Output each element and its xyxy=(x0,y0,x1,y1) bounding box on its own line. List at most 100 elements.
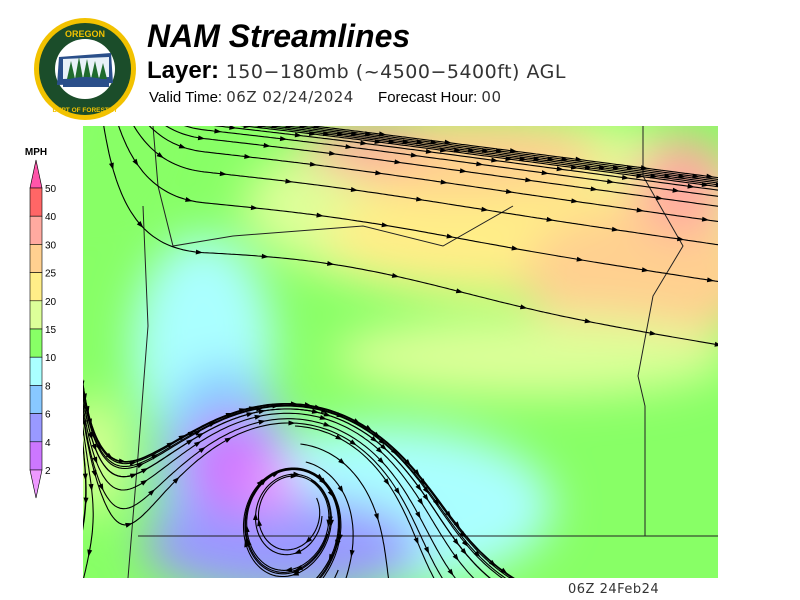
streamline-arrow xyxy=(187,430,195,437)
streamline-arrow xyxy=(178,143,187,149)
streamline-arrow xyxy=(373,513,379,521)
streamline-arrow xyxy=(244,540,250,548)
streamline-map xyxy=(83,126,718,578)
layer-value: 150−180mb (~4500−5400ft) AGL xyxy=(225,61,566,83)
streamline-arrow xyxy=(360,140,368,146)
valid-time-value: 06Z 02/24/2024 xyxy=(226,88,354,106)
streamline-arrow xyxy=(250,205,258,211)
streamline-arrow xyxy=(511,245,519,251)
streamline-arrow xyxy=(91,443,97,451)
colorbar-tick-label: 40 xyxy=(45,212,57,223)
streamline-arrow xyxy=(259,478,267,486)
streamline-arrow xyxy=(394,487,400,495)
streamline-arrow xyxy=(318,477,326,485)
streamline-arrow xyxy=(576,256,584,262)
streamline-arrow xyxy=(373,431,381,438)
streamline-arrow xyxy=(706,277,715,283)
streamline-arrow xyxy=(417,498,424,506)
streamline-arrow xyxy=(345,144,353,150)
streamline-arrow xyxy=(197,135,206,141)
streamline-arrow xyxy=(320,408,329,413)
streamline-arrow xyxy=(87,549,93,557)
colorbar-segment xyxy=(29,244,43,273)
streamline-arrow xyxy=(316,212,324,218)
streamline-arrow xyxy=(423,546,430,554)
streamline-arrow xyxy=(422,486,429,494)
forecast-hour-value: 00 xyxy=(481,88,502,106)
streamline-arrow xyxy=(611,226,619,232)
streamline xyxy=(305,461,354,578)
streamline-arrow xyxy=(701,216,710,222)
streamline-arrow xyxy=(271,126,279,129)
streamline-arrow xyxy=(261,253,269,259)
streamline-arrow xyxy=(337,485,344,493)
streamline-arrow xyxy=(140,467,149,474)
forecast-hour-label: Forecast Hour: xyxy=(378,89,478,106)
streamline xyxy=(133,126,718,246)
streamline-arrow xyxy=(195,249,203,255)
streamline-arrow xyxy=(118,458,126,464)
streamline-arrow xyxy=(413,469,420,477)
streamline-arrow xyxy=(383,478,390,486)
colorbar-over-triangle xyxy=(29,159,43,189)
streamline xyxy=(183,126,718,197)
streamline-arrow xyxy=(571,198,579,204)
streamline-arrow xyxy=(380,443,387,451)
streamline-arrow xyxy=(299,126,307,129)
colorbar-segment xyxy=(29,300,43,330)
streamline xyxy=(83,439,87,531)
streamline-arrow xyxy=(252,513,258,521)
streamline-arrow xyxy=(219,171,227,177)
streamline-arrow xyxy=(83,497,89,505)
streamline-arrow xyxy=(288,420,296,426)
streamline-arrow xyxy=(349,549,355,558)
streamline-arrow xyxy=(294,132,302,138)
colorbar-under-triangle xyxy=(29,469,43,499)
streamline-arrow xyxy=(294,548,302,554)
streamline-arrow xyxy=(519,304,528,310)
colorbar-tick-label: 8 xyxy=(45,381,51,392)
streamline-arrow xyxy=(255,406,264,412)
streamline-arrow xyxy=(214,128,222,134)
streamline-arrow xyxy=(246,538,252,546)
valid-time-label: Valid Time: xyxy=(149,89,223,106)
colorbar-tick-label: 25 xyxy=(45,269,57,280)
colorbar-segment xyxy=(29,215,43,245)
streamline-arrow xyxy=(185,196,193,202)
valid-time-info: Valid Time: 06Z 02/24/2024 Forecast Hour… xyxy=(149,88,502,106)
streamline-arrow xyxy=(590,186,598,192)
streamline xyxy=(83,392,491,578)
streamline-arrow xyxy=(291,570,300,576)
streamline-arrow xyxy=(338,458,346,465)
streamline-arrow xyxy=(460,547,467,555)
streamline-arrow xyxy=(257,519,263,527)
streamline-arrow xyxy=(148,489,155,496)
streamline-arrow xyxy=(444,139,452,145)
streamline-arrow xyxy=(378,131,387,137)
streamline-arrow xyxy=(452,553,459,561)
streamline-arrow xyxy=(447,568,454,576)
streamline-arrow xyxy=(132,158,139,166)
streamline xyxy=(309,126,718,179)
streamline xyxy=(103,126,718,346)
streamline-arrow xyxy=(377,457,385,465)
streamline-arrow xyxy=(714,341,718,347)
streamline-arrow xyxy=(509,148,518,154)
svg-text:OREGON: OREGON xyxy=(65,29,105,39)
streamline-arrow xyxy=(505,188,514,194)
streamline-arrow xyxy=(285,126,293,129)
streamline-arrow xyxy=(140,479,148,486)
streamline-arrow xyxy=(313,126,321,129)
streamline-arrow xyxy=(279,136,288,142)
streamline-arrow xyxy=(655,195,664,201)
streamline-arrow xyxy=(172,476,180,484)
streamline xyxy=(295,126,718,181)
streamline-arrow xyxy=(491,157,499,163)
streamline-arrow xyxy=(316,473,324,481)
streamline-arrow xyxy=(156,152,164,159)
streamline-arrow xyxy=(293,471,301,477)
streamline-arrow xyxy=(323,411,331,417)
layer-label: Layer: xyxy=(147,57,220,84)
streamline-arrow xyxy=(83,418,85,426)
streamline-arrow xyxy=(507,575,516,578)
